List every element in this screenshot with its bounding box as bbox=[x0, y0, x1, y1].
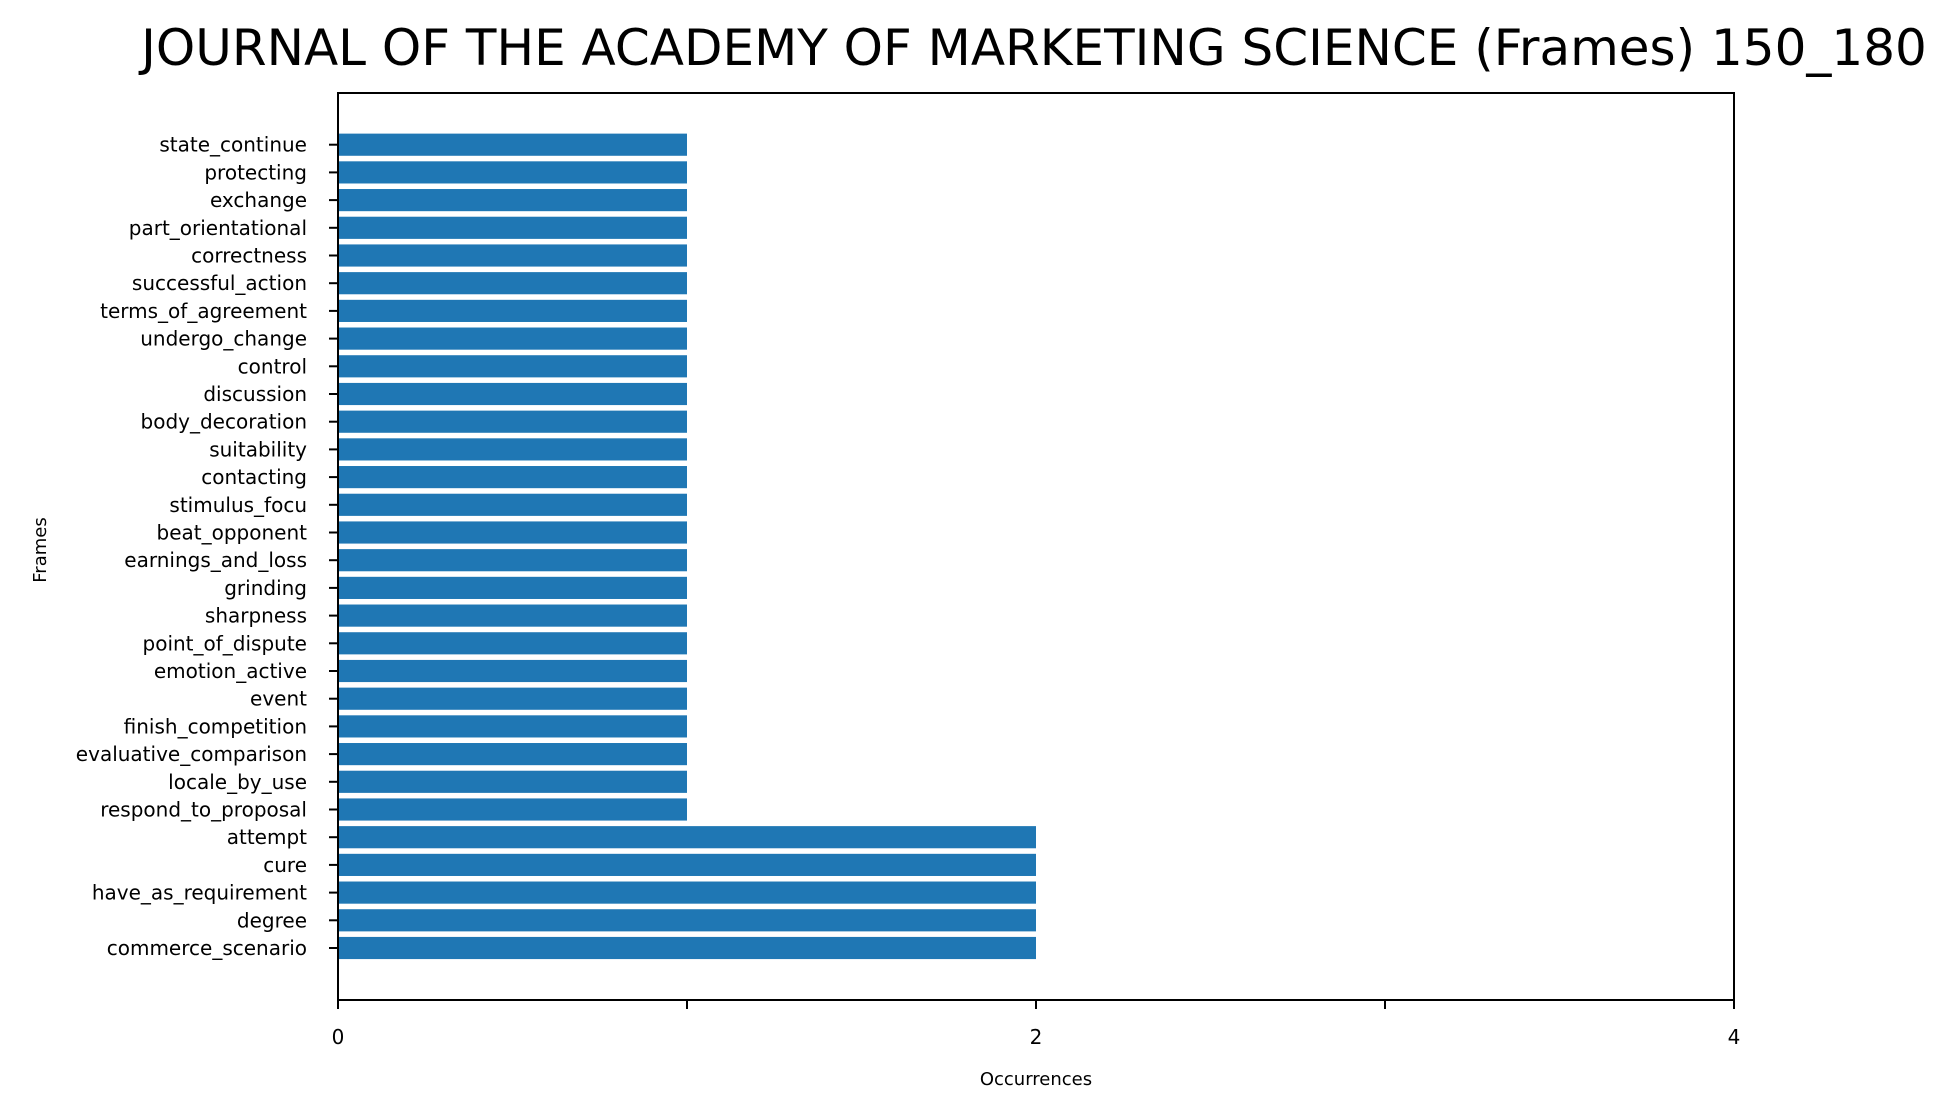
y-tick-label: attempt bbox=[227, 825, 307, 849]
bar-exchange bbox=[338, 189, 687, 212]
y-tick-label: terms_of_agreement bbox=[100, 299, 307, 323]
bar-correctness bbox=[338, 244, 687, 267]
y-tick-label: locale_by_use bbox=[168, 770, 307, 794]
y-tick-label: sharpness bbox=[205, 604, 307, 628]
x-tick-label: 4 bbox=[1728, 1025, 1741, 1049]
bar-undergo_change bbox=[338, 327, 687, 350]
bar-suitability bbox=[338, 438, 687, 461]
y-tick-label: protecting bbox=[204, 160, 307, 184]
y-tick-label: degree bbox=[237, 908, 307, 932]
y-tick-label: correctness bbox=[191, 244, 307, 268]
bars-layer bbox=[338, 133, 1036, 960]
y-tick-label: respond_to_proposal bbox=[100, 798, 307, 822]
bar-control bbox=[338, 355, 687, 378]
bar-beat_opponent bbox=[338, 521, 687, 544]
y-ticks: commerce_scenario degree have_as_requireme… bbox=[76, 133, 338, 960]
y-tick-label: point_of_dispute bbox=[143, 631, 307, 655]
bar-protecting bbox=[338, 161, 687, 184]
bar-emotion_active bbox=[338, 659, 687, 683]
bar-point_of_dispute bbox=[338, 632, 687, 655]
bar-respond_to_proposal bbox=[338, 798, 687, 821]
y-tick-label: cure bbox=[263, 853, 307, 877]
bar-degree bbox=[338, 909, 1036, 932]
bar-part_orientational bbox=[338, 216, 687, 239]
y-tick-label: have_as_requirement bbox=[92, 881, 307, 905]
x-axis-label: Occurrences bbox=[980, 1069, 1092, 1090]
y-tick-label: undergo_change bbox=[140, 327, 307, 351]
y-tick-label: evaluative_comparison bbox=[76, 742, 307, 766]
y-tick-label: emotion_active bbox=[154, 659, 307, 683]
plot-frame bbox=[337, 92, 1735, 1001]
x-tick-label: 0 bbox=[332, 1025, 345, 1049]
bar-state_continue bbox=[338, 133, 687, 156]
bar-stimulus_focu bbox=[338, 493, 687, 516]
y-tick-label: state_continue bbox=[159, 133, 307, 157]
bar-attempt bbox=[338, 826, 1036, 849]
bar-sharpness bbox=[338, 604, 687, 627]
y-tick-label: grinding bbox=[224, 576, 307, 600]
y-tick-label: stimulus_focu bbox=[169, 493, 307, 517]
bar-cure bbox=[338, 853, 1036, 876]
y-tick-label: contacting bbox=[201, 465, 307, 489]
y-tick-label: finish_competition bbox=[124, 714, 307, 738]
bar-body_decoration bbox=[338, 410, 687, 433]
x-tick-label: 2 bbox=[1030, 1025, 1043, 1049]
bar-commerce_scenario bbox=[338, 936, 1036, 960]
bar-earnings_and_loss bbox=[338, 549, 687, 572]
bar-terms_of_agreement bbox=[338, 299, 687, 322]
y-tick-label: earnings_and_loss bbox=[124, 548, 307, 572]
bar-have_as_requirement bbox=[338, 881, 1036, 904]
bar-locale_by_use bbox=[338, 770, 687, 793]
bar-event bbox=[338, 687, 687, 710]
bar-successful_action bbox=[338, 272, 687, 295]
y-tick-label: event bbox=[250, 687, 307, 711]
y-tick-label: discussion bbox=[203, 382, 307, 406]
bar-grinding bbox=[338, 576, 687, 599]
bar-contacting bbox=[338, 466, 687, 489]
x-ticks: 0 2 4 bbox=[332, 1000, 1741, 1049]
y-tick-label: exchange bbox=[210, 188, 307, 212]
y-tick-label: control bbox=[238, 354, 307, 378]
chart-title: JOURNAL OF THE ACADEMY OF MARKETING SCIE… bbox=[138, 19, 1927, 77]
y-tick-label: body_decoration bbox=[141, 410, 307, 434]
bar-finish_competition bbox=[338, 715, 687, 738]
bar-discussion bbox=[338, 382, 687, 406]
y-tick-label: commerce_scenario bbox=[107, 936, 307, 960]
y-tick-label: part_orientational bbox=[129, 216, 307, 240]
bar-evaluative_comparison bbox=[338, 743, 687, 766]
y-tick-label: suitability bbox=[209, 437, 307, 461]
y-tick-label: beat_opponent bbox=[157, 521, 308, 545]
y-axis-label: Frames bbox=[30, 517, 51, 582]
y-tick-label: successful_action bbox=[132, 271, 307, 295]
